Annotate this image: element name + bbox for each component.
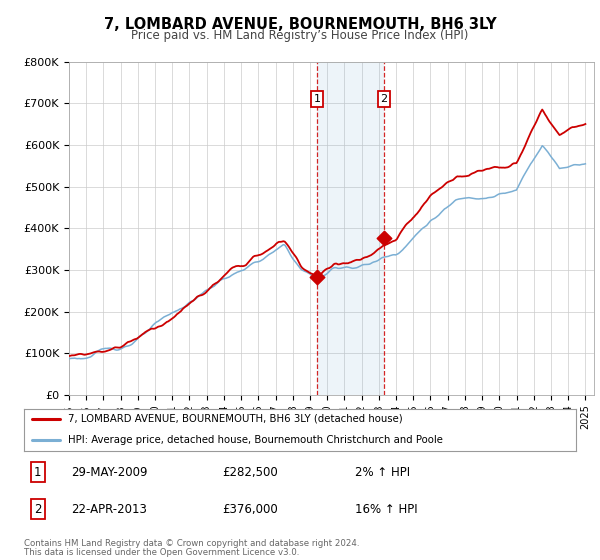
- Point: [379, 234, 389, 242]
- Text: 2% ↑ HPI: 2% ↑ HPI: [355, 466, 410, 479]
- Text: 2: 2: [380, 94, 388, 104]
- Text: 1: 1: [314, 94, 320, 104]
- Text: 7, LOMBARD AVENUE, BOURNEMOUTH, BH6 3LY: 7, LOMBARD AVENUE, BOURNEMOUTH, BH6 3LY: [104, 17, 496, 32]
- Text: 7, LOMBARD AVENUE, BOURNEMOUTH, BH6 3LY (detached house): 7, LOMBARD AVENUE, BOURNEMOUTH, BH6 3LY …: [68, 414, 403, 424]
- Text: £282,500: £282,500: [223, 466, 278, 479]
- Text: This data is licensed under the Open Government Licence v3.0.: This data is licensed under the Open Gov…: [24, 548, 299, 557]
- Bar: [317, 62, 384, 395]
- Text: Price paid vs. HM Land Registry’s House Price Index (HPI): Price paid vs. HM Land Registry’s House …: [131, 29, 469, 42]
- Text: 16% ↑ HPI: 16% ↑ HPI: [355, 503, 418, 516]
- Text: Contains HM Land Registry data © Crown copyright and database right 2024.: Contains HM Land Registry data © Crown c…: [24, 539, 359, 548]
- Text: £376,000: £376,000: [223, 503, 278, 516]
- Point: [312, 273, 322, 282]
- Text: 22-APR-2013: 22-APR-2013: [71, 503, 147, 516]
- Text: 2: 2: [34, 503, 41, 516]
- Text: HPI: Average price, detached house, Bournemouth Christchurch and Poole: HPI: Average price, detached house, Bour…: [68, 435, 443, 445]
- Text: 29-MAY-2009: 29-MAY-2009: [71, 466, 148, 479]
- Text: 1: 1: [34, 466, 41, 479]
